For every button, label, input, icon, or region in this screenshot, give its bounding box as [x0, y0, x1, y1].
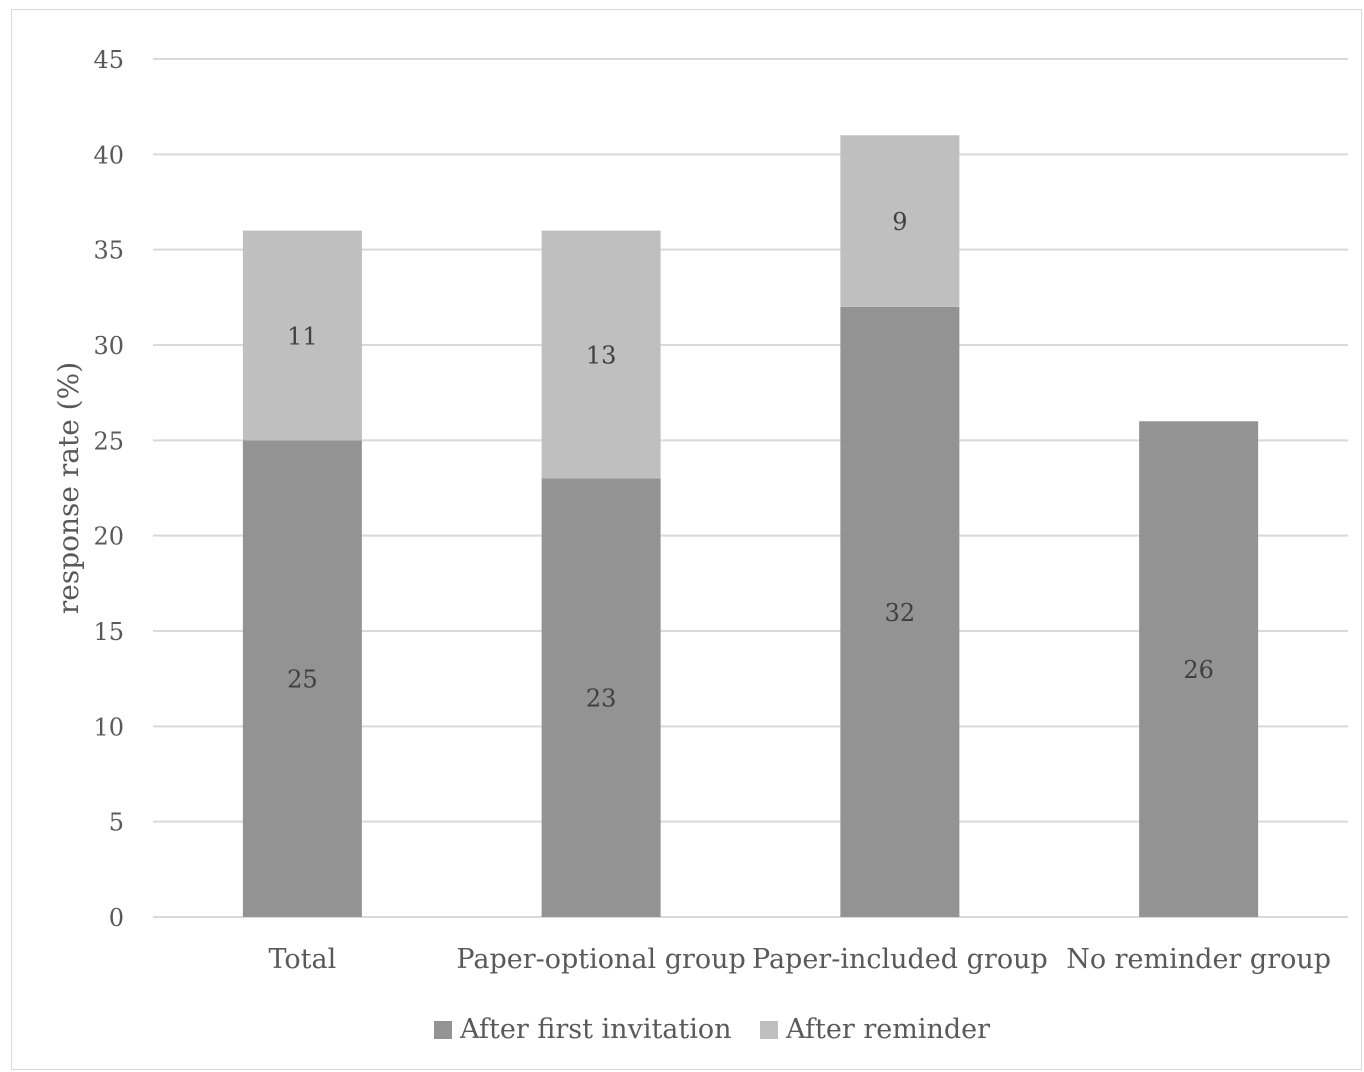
legend-swatch [434, 1021, 452, 1039]
y-tick-label: 30 [93, 332, 124, 360]
data-label: 25 [287, 666, 318, 694]
y-tick-label: 5 [109, 809, 124, 837]
y-axis-label: response rate (%) [52, 362, 85, 614]
data-label: 13 [586, 342, 617, 370]
y-axis-ticks: 0 5 10 15 20 25 30 35 40 45 [93, 46, 124, 932]
bar-first-invitation [242, 440, 362, 917]
y-tick-label: 25 [93, 427, 124, 455]
data-label: 26 [1183, 656, 1214, 684]
bar-reminder [242, 230, 362, 441]
bar-reminder [840, 135, 960, 307]
data-label: 32 [885, 599, 916, 627]
bar-first-invitation [1139, 421, 1259, 917]
data-label: 23 [586, 685, 617, 713]
y-tick-label: 45 [93, 46, 124, 74]
chart-frame [11, 9, 1362, 1070]
x-axis-ticks: Total Paper-optional group Paper-included … [268, 944, 1331, 975]
legend-label: After reminder [785, 1014, 990, 1045]
legend-label: After first invitation [459, 1014, 732, 1045]
y-tick-label: 15 [93, 618, 124, 646]
y-tick-label: 0 [109, 904, 124, 932]
y-tick-label: 20 [93, 523, 124, 551]
legend-swatch [760, 1021, 778, 1039]
legend: After first invitation After reminder [434, 1014, 990, 1045]
y-tick-label: 35 [93, 237, 124, 265]
bar-first-invitation [840, 306, 960, 917]
bar-reminder [541, 230, 661, 479]
bars: 25 11 23 13 32 9 26 [242, 135, 1259, 917]
y-tick-label: 10 [93, 713, 124, 741]
x-tick-label: Paper-included group [752, 944, 1048, 975]
data-label: 11 [287, 322, 318, 350]
x-tick-label: No reminder group [1066, 944, 1331, 975]
x-tick-label: Total [268, 944, 336, 975]
x-tick-label: Paper-optional group [456, 944, 745, 975]
y-tick-label: 40 [93, 141, 124, 169]
data-label: 9 [892, 208, 907, 236]
bar-first-invitation [541, 478, 661, 917]
